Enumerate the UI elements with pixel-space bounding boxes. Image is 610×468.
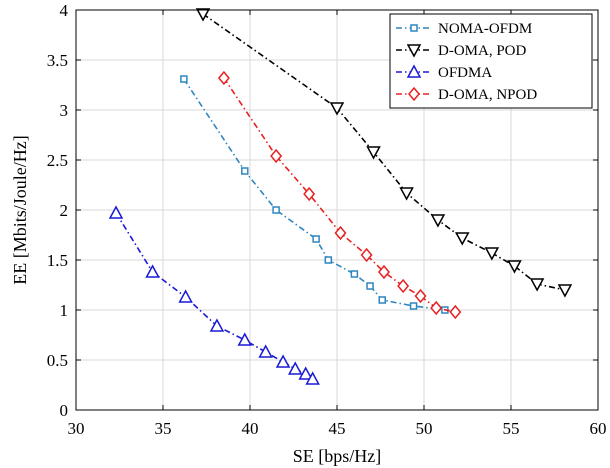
x-tick-label: 40 xyxy=(242,419,259,438)
data-point-marker xyxy=(303,186,316,202)
y-tick-label: 2 xyxy=(60,201,69,220)
series-line xyxy=(223,77,456,313)
x-tick-label: 60 xyxy=(590,419,607,438)
data-point-marker xyxy=(312,235,320,243)
data-point-marker xyxy=(430,300,443,316)
legend: NOMA-OFDM D-OMA, POD OFDMA D-OMA, NPOD xyxy=(389,13,593,109)
data-point-marker xyxy=(449,304,462,320)
data-point-marker xyxy=(334,225,347,241)
series-line xyxy=(115,212,314,380)
data-point-marker xyxy=(180,75,188,83)
data-point-marker xyxy=(484,247,500,261)
x-tick-label: 50 xyxy=(416,419,433,438)
series-0 xyxy=(180,75,449,314)
legend-marker xyxy=(410,24,418,32)
series-3 xyxy=(217,70,462,320)
data-point-marker xyxy=(275,354,291,368)
legend-label: D-OMA, NPOD xyxy=(438,87,537,103)
data-point-marker xyxy=(272,206,280,214)
data-point-marker xyxy=(430,214,446,228)
y-tick-label: 0.5 xyxy=(47,351,68,370)
legend-label: OFDMA xyxy=(438,65,492,81)
y-tick-label: 2.5 xyxy=(47,151,68,170)
data-point-marker xyxy=(378,296,386,304)
data-point-marker xyxy=(324,256,333,264)
y-tick-label: 0 xyxy=(60,401,69,420)
legend-item: D-OMA, NPOD xyxy=(396,86,537,103)
data-point-marker xyxy=(287,361,303,375)
data-point-marker xyxy=(366,146,381,160)
data-point-marker xyxy=(378,264,390,280)
plot-area-border xyxy=(75,9,599,411)
data-point-marker xyxy=(529,278,545,292)
series-line xyxy=(202,13,566,291)
data-point-marker xyxy=(397,278,410,294)
series-line xyxy=(183,78,445,311)
data-point-marker xyxy=(409,302,418,310)
data-point-marker xyxy=(455,232,470,246)
data-point-marker xyxy=(270,148,283,164)
y-tick-label: 1.5 xyxy=(47,251,68,270)
series-1 xyxy=(195,8,573,298)
legend-box xyxy=(389,13,593,109)
data-point-marker xyxy=(237,332,253,346)
data-point-marker xyxy=(217,70,230,86)
data-point-marker xyxy=(145,264,160,278)
data-point-marker xyxy=(329,102,345,116)
y-tick-label: 3.5 xyxy=(47,51,68,70)
x-tick-label: 35 xyxy=(155,419,172,438)
legend-label: D-OMA, POD xyxy=(438,43,527,59)
axis-ticks: 30 35 40 45 50 55 60 0 0.5 1 1.5 2 2.5 3 3.5 4 xyxy=(47,1,607,438)
data-point-marker xyxy=(350,270,359,278)
x-tick-label: 45 xyxy=(329,419,346,438)
legend-marker xyxy=(406,44,422,58)
series-lines xyxy=(108,8,573,385)
data-point-marker xyxy=(178,289,193,303)
data-point-marker xyxy=(507,260,522,274)
legend-marker xyxy=(408,86,420,102)
data-point-marker xyxy=(209,318,225,332)
y-tick-label: 1 xyxy=(60,301,69,320)
x-tick-label: 30 xyxy=(68,419,85,438)
legend-label: NOMA-OFDM xyxy=(438,21,532,37)
data-point-marker xyxy=(298,366,313,380)
data-point-marker xyxy=(241,167,249,175)
data-point-marker xyxy=(360,247,373,263)
data-point-marker xyxy=(108,205,124,219)
data-point-marker xyxy=(414,288,427,304)
legend-item: OFDMA xyxy=(396,64,492,81)
data-point-marker xyxy=(366,282,374,290)
data-point-marker xyxy=(195,8,211,22)
y-axis-label: EE [Mbits/Joule/Hz] xyxy=(10,135,30,284)
legend-marker xyxy=(406,64,422,78)
data-point-marker xyxy=(557,284,573,298)
legend-item: D-OMA, POD xyxy=(396,43,527,59)
x-axis-label: SE [bps/Hz] xyxy=(293,446,382,466)
legend-item: NOMA-OFDM xyxy=(396,21,532,37)
data-point-marker xyxy=(399,187,414,201)
y-tick-label: 3 xyxy=(60,101,69,120)
data-point-marker xyxy=(305,371,320,385)
data-point-marker xyxy=(258,344,273,358)
x-tick-label: 55 xyxy=(503,419,520,438)
y-tick-label: 4 xyxy=(60,1,69,20)
series-2 xyxy=(108,205,320,385)
